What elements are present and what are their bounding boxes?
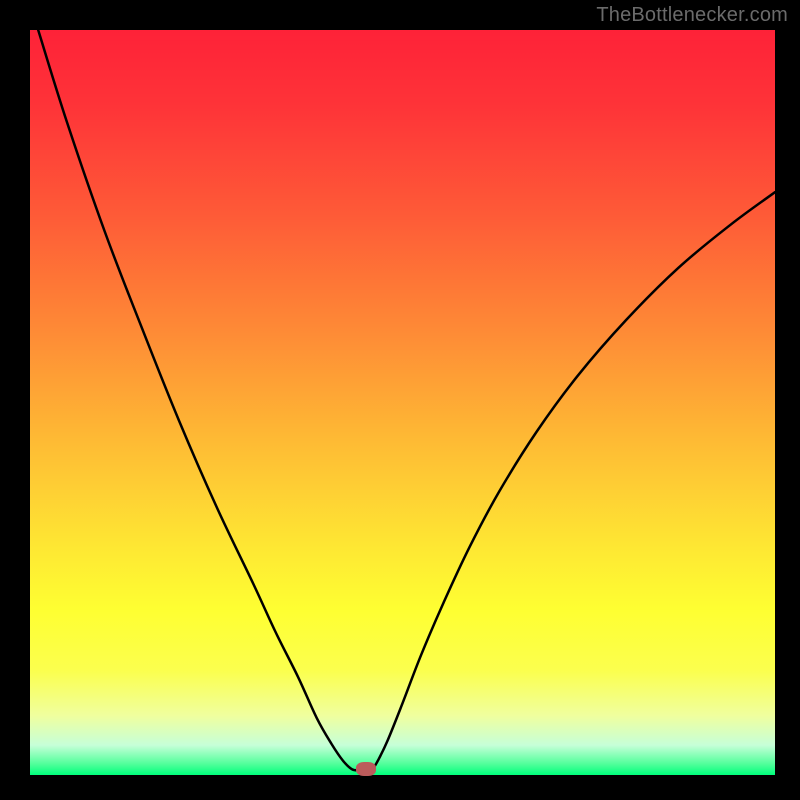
plot-area <box>30 30 775 774</box>
gradient-background <box>30 30 775 775</box>
optimum-marker <box>356 762 376 776</box>
bottleneck-chart: TheBottlenecker.com <box>0 0 800 800</box>
watermark-label: TheBottlenecker.com <box>596 4 788 27</box>
